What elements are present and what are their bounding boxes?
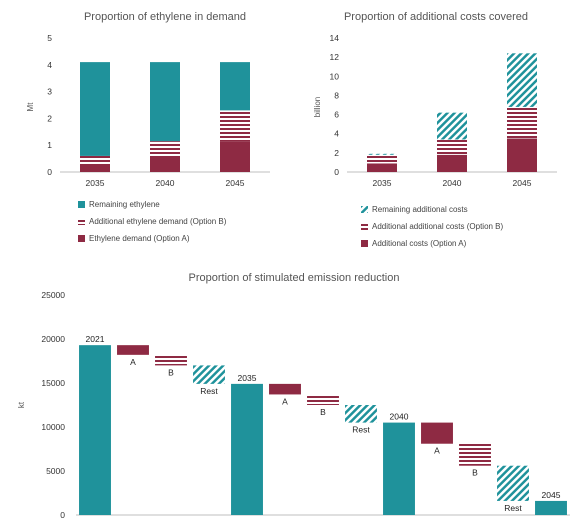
bar-segment [507, 53, 537, 107]
y-tick-label: 0 [60, 510, 65, 520]
waterfall-bar [155, 355, 187, 366]
y-tick-label: 8 [334, 90, 339, 100]
bar-segment [507, 107, 537, 139]
legend-label: Additional ethylene demand (Option B) [89, 217, 227, 226]
bar-label: A [130, 357, 136, 367]
bar-segment [80, 164, 110, 172]
y-tick-label: 1 [47, 140, 52, 150]
legend-swatch [361, 240, 368, 247]
legend-label: Remaining additional costs [372, 205, 468, 214]
x-tick-label: 2040 [443, 178, 462, 188]
bar-label: Rest [504, 503, 522, 513]
bar-segment [150, 62, 180, 141]
chart-title: Proportion of additional costs covered [344, 11, 528, 23]
waterfall-bar [117, 345, 149, 355]
bar-label: Rest [352, 425, 370, 435]
bar-label: 2045 [542, 490, 561, 500]
bar-label: 2021 [86, 334, 105, 344]
waterfall-bar [193, 365, 225, 383]
y-tick-label: 10000 [41, 422, 65, 432]
y-tick-label: 4 [334, 129, 339, 139]
bar-segment [80, 156, 110, 164]
y-tick-label: 2 [334, 148, 339, 158]
bar-label: A [282, 396, 288, 406]
y-tick-label: 25000 [41, 290, 65, 300]
waterfall-bar [231, 384, 263, 515]
y-tick-label: 12 [330, 52, 340, 62]
waterfall-bar [307, 394, 339, 405]
waterfall-bar [497, 466, 529, 501]
waterfall-bar [383, 423, 415, 515]
bar-segment [220, 141, 250, 172]
bar-segment [437, 139, 467, 154]
y-tick-label: 14 [330, 33, 340, 43]
bar-segment [367, 154, 397, 155]
bar-segment [220, 110, 250, 141]
chart-title: Proportion of stimulated emission reduct… [189, 272, 400, 284]
legend-swatch [361, 223, 368, 230]
y-tick-label: 3 [47, 87, 52, 97]
legend-label: Remaining ethylene [89, 200, 160, 209]
y-tick-label: 0 [334, 167, 339, 177]
bar-segment [367, 155, 397, 164]
waterfall-bar [345, 405, 377, 423]
bar-segment [150, 156, 180, 172]
x-tick-label: 2045 [513, 178, 532, 188]
waterfall-bar [269, 384, 301, 395]
waterfall-bar [459, 444, 491, 466]
x-tick-label: 2035 [86, 178, 105, 188]
bar-segment [80, 62, 110, 156]
y-tick-label: 10 [330, 71, 340, 81]
bar-label: A [434, 446, 440, 456]
bar-label: B [168, 367, 174, 377]
waterfall-bar [421, 423, 453, 444]
bar-segment [437, 113, 467, 140]
legend-label: Additional costs (Option A) [372, 239, 467, 248]
bar-segment [150, 141, 180, 156]
bar-segment [220, 62, 250, 110]
legend-label: Additional additional costs (Option B) [372, 222, 504, 231]
y-axis-label: Mt [26, 102, 35, 112]
bar-segment [367, 163, 397, 172]
bar-segment [507, 139, 537, 173]
bar-label: B [472, 468, 478, 478]
legend-label: Ethylene demand (Option A) [89, 234, 190, 243]
bar-label: Rest [200, 386, 218, 396]
waterfall-bar [79, 345, 111, 515]
y-tick-label: 5 [47, 33, 52, 43]
legend-swatch [78, 218, 85, 225]
y-tick-label: 15000 [41, 378, 65, 388]
bar-label: B [320, 407, 326, 417]
y-tick-label: 0 [47, 167, 52, 177]
y-axis-label: kt [17, 401, 26, 408]
chart-title: Proportion of ethylene in demand [84, 11, 246, 23]
legend-swatch [78, 201, 85, 208]
legend-swatch [78, 235, 85, 242]
y-tick-label: 2 [47, 113, 52, 123]
bar-label: 2035 [238, 373, 257, 383]
y-tick-label: 20000 [41, 334, 65, 344]
waterfall-bar [535, 501, 567, 515]
bar-segment [437, 155, 467, 172]
bar-label: 2040 [390, 412, 409, 422]
x-tick-label: 2045 [226, 178, 245, 188]
y-tick-label: 4 [47, 60, 52, 70]
y-tick-label: 5000 [46, 466, 65, 476]
x-tick-label: 2035 [373, 178, 392, 188]
legend-swatch [361, 206, 368, 213]
x-tick-label: 2040 [156, 178, 175, 188]
y-tick-label: 6 [334, 110, 339, 120]
y-axis-label: billion [313, 97, 322, 117]
